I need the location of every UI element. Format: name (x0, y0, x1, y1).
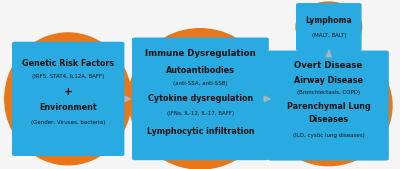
Ellipse shape (296, 2, 362, 52)
Ellipse shape (266, 46, 392, 166)
Text: Lymphoma: Lymphoma (306, 16, 352, 25)
Text: (IFNs, IL-12, IL-17, BAFF): (IFNs, IL-12, IL-17, BAFF) (167, 111, 234, 116)
FancyBboxPatch shape (12, 42, 124, 156)
Text: +: + (64, 87, 72, 97)
Text: Immune Dysregulation: Immune Dysregulation (145, 49, 256, 58)
Text: (Bronchiectasis, COPD): (Bronchiectasis, COPD) (297, 90, 360, 95)
Text: Genetic Risk Factors: Genetic Risk Factors (22, 59, 114, 68)
Text: Environment: Environment (39, 103, 97, 112)
Text: (ILD, cystic lung diseases): (ILD, cystic lung diseases) (292, 133, 364, 138)
Text: Diseases: Diseases (308, 115, 348, 124)
Text: Cytokine dysregulation: Cytokine dysregulation (148, 94, 253, 103)
Text: (Gender, Viruses, bacteria): (Gender, Viruses, bacteria) (31, 120, 105, 125)
Text: (MALT, BALT): (MALT, BALT) (312, 33, 346, 38)
Text: (IRF5, STAT4, IL12A, BAFF): (IRF5, STAT4, IL12A, BAFF) (32, 74, 104, 79)
Text: Lymphocytic infiltration: Lymphocytic infiltration (146, 127, 254, 136)
Ellipse shape (5, 33, 131, 165)
Ellipse shape (129, 29, 271, 169)
Text: Parenchymal Lung: Parenchymal Lung (286, 102, 370, 111)
Text: Airway Disease: Airway Disease (294, 76, 363, 85)
FancyBboxPatch shape (296, 3, 362, 51)
FancyBboxPatch shape (132, 38, 269, 160)
FancyBboxPatch shape (268, 51, 389, 161)
Text: Autoantibodies: Autoantibodies (166, 66, 235, 75)
Text: Overt Disease: Overt Disease (294, 61, 362, 70)
Text: (anti-SSA, anti-SSB): (anti-SSA, anti-SSB) (173, 81, 228, 86)
